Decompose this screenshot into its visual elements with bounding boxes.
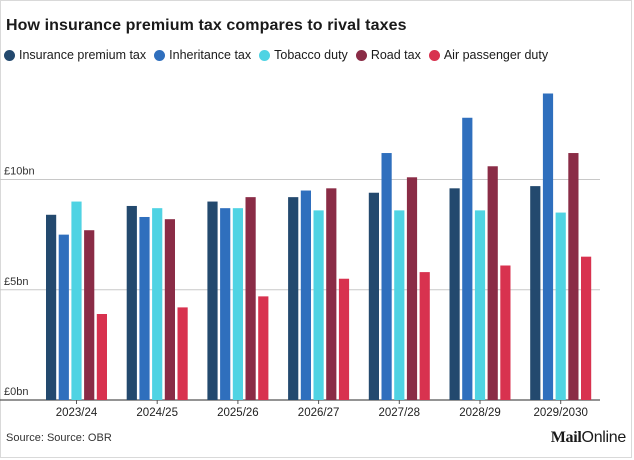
bar xyxy=(530,186,541,400)
bar xyxy=(71,201,82,400)
legend-label: Tobacco duty xyxy=(274,48,348,62)
mailonline-logo: MailOnline xyxy=(550,429,627,447)
bar xyxy=(58,234,69,401)
x-tick-label: 2023/24 xyxy=(56,407,98,419)
bar xyxy=(84,230,95,400)
bar xyxy=(474,210,486,400)
bar-chart: £0bn £5bn £10bn 2023/24 2024/25 2025/26 2026/2… xyxy=(0,93,600,419)
bar xyxy=(96,314,107,400)
bar xyxy=(555,212,566,400)
x-tick-label: 2024/25 xyxy=(136,407,178,419)
x-tick-label: 2027/28 xyxy=(379,407,421,419)
bar xyxy=(568,153,579,400)
chart-legend: Insurance premium tax Inheritance tax Toba… xyxy=(4,48,548,62)
legend-swatch xyxy=(259,49,271,61)
logo-online: Online xyxy=(581,429,627,446)
legend-item: Air passenger duty xyxy=(428,48,549,62)
legend-item: Insurance premium tax xyxy=(4,48,146,62)
bar xyxy=(152,208,163,400)
bar xyxy=(338,278,350,400)
bar xyxy=(326,188,337,400)
bar xyxy=(139,216,150,400)
bar xyxy=(126,205,137,400)
bar xyxy=(288,197,299,400)
bar xyxy=(313,210,324,400)
y-tick-label: £0bn xyxy=(4,386,28,398)
bar xyxy=(406,177,418,400)
legend-swatch xyxy=(4,49,15,61)
source-note: Source: Source: OBR xyxy=(6,432,112,444)
x-tick-label: 2029/2030 xyxy=(534,407,588,419)
bar xyxy=(487,166,498,400)
bar xyxy=(394,210,405,400)
bar xyxy=(368,192,379,400)
bar xyxy=(232,208,243,400)
y-tick-label: £10bn xyxy=(4,166,35,178)
bar xyxy=(245,197,256,400)
legend-label: Insurance premium tax xyxy=(19,48,147,62)
legend-label: Inheritance tax xyxy=(169,48,252,62)
bar xyxy=(46,214,57,400)
bar xyxy=(449,188,460,400)
bar xyxy=(381,153,392,400)
y-tick-label: £5bn xyxy=(4,276,28,288)
bar xyxy=(258,296,269,400)
bar xyxy=(581,256,592,400)
legend-label: Air passenger duty xyxy=(443,48,549,62)
chart-title: How insurance premium tax compares to ri… xyxy=(6,17,407,34)
bar xyxy=(207,201,218,400)
legend-item: Road tax xyxy=(355,48,421,62)
bar xyxy=(542,93,554,400)
bar xyxy=(164,219,175,400)
legend-label: Road tax xyxy=(370,48,421,62)
bar xyxy=(300,190,311,400)
bar xyxy=(419,272,430,400)
logo-mail: Mail xyxy=(550,429,582,446)
x-tick-label: 2025/26 xyxy=(217,407,259,419)
legend-item: Inheritance tax xyxy=(154,48,251,62)
bar xyxy=(177,307,188,400)
bar xyxy=(462,117,473,400)
x-tick-label: 2026/27 xyxy=(298,407,340,419)
legend-item: Tobacco duty xyxy=(259,48,348,62)
x-tick-label: 2028/29 xyxy=(459,407,501,419)
legend-swatch xyxy=(355,49,367,61)
legend-swatch xyxy=(154,49,166,61)
legend-swatch xyxy=(428,49,440,61)
bar xyxy=(500,265,511,400)
bar xyxy=(220,208,231,400)
